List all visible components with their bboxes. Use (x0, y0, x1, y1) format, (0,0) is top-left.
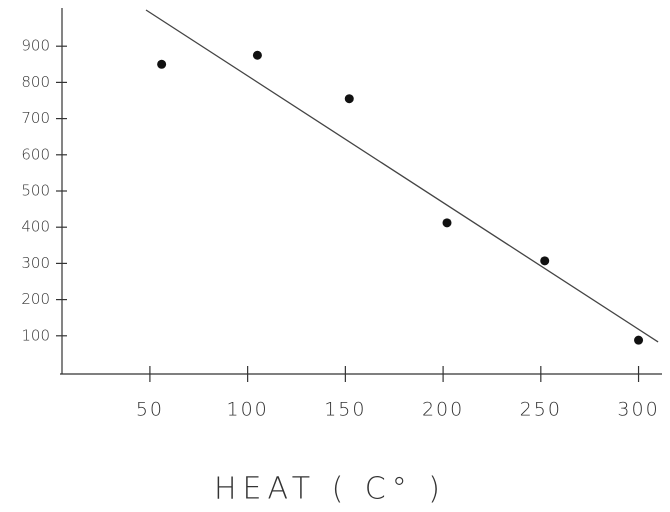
data-point (442, 218, 452, 228)
x-tick-label: 200 (422, 399, 464, 421)
y-tick-label: 500 (21, 182, 50, 200)
y-tick-label: 700 (21, 109, 50, 127)
x-tick-label: 50 (136, 399, 164, 421)
y-tick-label: 800 (21, 73, 50, 91)
data-point (157, 59, 167, 69)
x-axis-label: HEAT ( C° ) (214, 472, 446, 507)
data-point (540, 256, 550, 266)
y-tick-label: 600 (21, 145, 50, 163)
trend-line (145, 9, 659, 343)
data-point (634, 335, 644, 345)
y-tick-label: 100 (21, 326, 50, 344)
data-point (344, 94, 354, 104)
x-tick-label: 100 (227, 399, 269, 421)
x-tick-label: 150 (324, 399, 366, 421)
y-tick-label: 900 (21, 37, 50, 55)
y-tick-label: 300 (21, 254, 50, 272)
y-tick-label: 400 (21, 218, 50, 236)
x-tick-label: 250 (520, 399, 562, 421)
x-tick-label: 300 (617, 399, 659, 421)
data-point (252, 50, 262, 60)
y-tick-label: 200 (21, 290, 50, 308)
